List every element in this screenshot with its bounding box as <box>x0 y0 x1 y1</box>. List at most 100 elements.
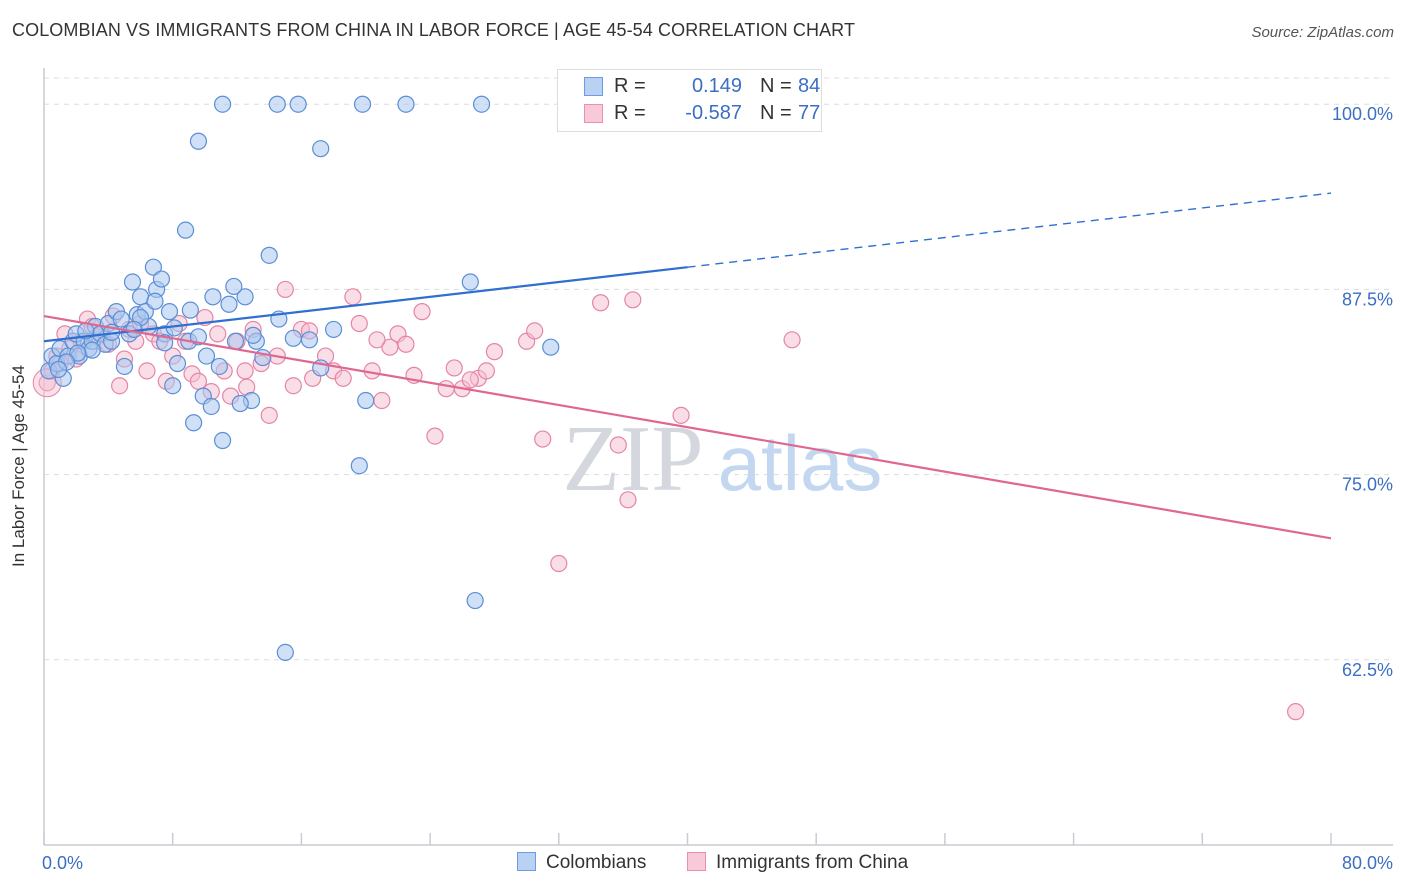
data-point-colombians <box>164 377 182 395</box>
data-point-colombians <box>210 357 228 376</box>
data-point-china <box>368 331 386 349</box>
stats-legend: R = 0.149 N = 84 R = -0.587 N = 77 <box>557 69 822 132</box>
bottom-legend-label-china: Immigrants from China <box>716 852 909 873</box>
legend-swatch-blue <box>584 77 603 96</box>
data-point-colombians <box>168 354 187 373</box>
legend-n-label: N = <box>760 75 792 97</box>
data-point-colombians <box>112 310 130 328</box>
tick-labels: 62.5% 75.0% 87.5% 100.0% 0.0% 80.0% <box>42 104 1393 873</box>
data-point-colombians <box>204 288 222 306</box>
data-point-china <box>485 343 504 361</box>
data-point-china <box>550 554 568 573</box>
data-point-colombians <box>176 221 195 239</box>
data-point-china <box>284 377 302 395</box>
data-point-colombians <box>225 277 243 296</box>
legend-r-value: -0.587 <box>685 102 742 124</box>
legend-r-label: R = <box>614 75 646 97</box>
bottom-legend-label-colombians: Colombians <box>546 852 647 873</box>
data-point-china <box>260 406 278 424</box>
y-tick-label: 62.5% <box>1342 660 1393 680</box>
data-point-china <box>189 372 208 390</box>
data-point-colombians <box>83 341 101 359</box>
legend-r-label: R = <box>614 102 646 124</box>
data-point-colombians <box>289 95 307 113</box>
data-point-colombians <box>284 329 302 347</box>
data-point-china <box>672 406 690 424</box>
data-point-china <box>350 314 368 333</box>
y-tick-label: 75.0% <box>1342 475 1393 495</box>
data-point-colombians <box>466 591 484 610</box>
data-point-colombians <box>461 273 479 291</box>
data-point-colombians <box>397 95 415 113</box>
data-point-china <box>437 380 455 398</box>
trend-line-colombians <box>43 266 688 343</box>
data-point-colombians <box>231 394 249 413</box>
data-point-china <box>1287 703 1305 721</box>
data-point-china <box>413 303 431 321</box>
data-point-china <box>236 362 254 380</box>
data-point-colombians <box>312 140 330 158</box>
data-point-china <box>624 291 642 309</box>
data-point-colombians <box>472 95 491 113</box>
bottom-legend-swatch-blue <box>517 852 536 871</box>
data-point-colombians <box>220 295 238 313</box>
bottom-legend-china: Immigrants from China <box>687 852 908 874</box>
data-point-china <box>381 338 399 356</box>
trend-lines <box>43 192 1332 540</box>
legend-r-value: 0.149 <box>691 75 742 97</box>
bottom-legend-colombians: Colombians <box>517 852 646 874</box>
data-point-colombians <box>144 258 162 276</box>
data-point-colombians <box>300 331 319 349</box>
data-point-colombians <box>357 391 375 410</box>
data-point-colombians <box>276 643 294 661</box>
legend-swatch-pink <box>584 104 603 123</box>
data-point-colombians <box>185 414 203 432</box>
bottom-legend-swatch-pink <box>687 852 706 871</box>
legend-n-value: 77 <box>798 102 821 124</box>
data-point-colombians <box>115 357 134 376</box>
x-tick-label: 80.0% <box>1342 853 1393 873</box>
data-point-colombians <box>268 95 286 113</box>
watermark: ZIP atlas <box>563 407 883 511</box>
data-point-china <box>783 331 801 349</box>
data-point-colombians <box>189 328 208 346</box>
data-point-colombians <box>156 334 174 352</box>
data-point-china <box>138 362 156 380</box>
data-point-china <box>373 391 391 410</box>
source-credit: Source: ZipAtlas.com <box>1251 24 1394 41</box>
data-point-colombians <box>69 344 87 362</box>
data-point-china <box>526 322 544 340</box>
data-point-china <box>334 369 352 387</box>
y-tick-label: 87.5% <box>1342 289 1393 309</box>
chart-title: COLOMBIAN VS IMMIGRANTS FROM CHINA IN LA… <box>12 20 856 40</box>
data-point-colombians <box>152 270 171 288</box>
data-point-colombians <box>197 347 216 365</box>
data-point-china <box>426 427 444 445</box>
data-point-china <box>592 294 610 312</box>
y-tick-label: 100.0% <box>1332 104 1393 124</box>
data-point-china <box>619 491 637 509</box>
data-point-colombians <box>226 332 245 350</box>
data-point-colombians <box>236 288 254 306</box>
trend-line-colombians-extrapolated <box>687 192 1332 268</box>
data-point-colombians <box>189 132 208 150</box>
data-point-colombians <box>213 95 232 113</box>
data-point-colombians <box>49 360 68 379</box>
data-point-china <box>461 371 479 389</box>
data-point-colombians <box>260 246 278 264</box>
data-point-colombians <box>350 457 368 475</box>
data-point-colombians <box>213 431 232 450</box>
data-point-china <box>209 325 227 343</box>
data-point-colombians <box>160 303 179 321</box>
y-axis-label: In Labor Force | Age 45-54 <box>9 365 28 567</box>
data-point-china <box>477 362 496 380</box>
data-point-colombians <box>123 273 142 291</box>
data-point-colombians <box>131 288 150 306</box>
data-point-china <box>609 436 627 454</box>
data-point-colombians <box>324 320 343 339</box>
data-point-china <box>276 280 294 299</box>
data-point-colombians <box>202 397 220 416</box>
data-point-china <box>445 359 463 377</box>
trend-line-china <box>43 315 1332 540</box>
